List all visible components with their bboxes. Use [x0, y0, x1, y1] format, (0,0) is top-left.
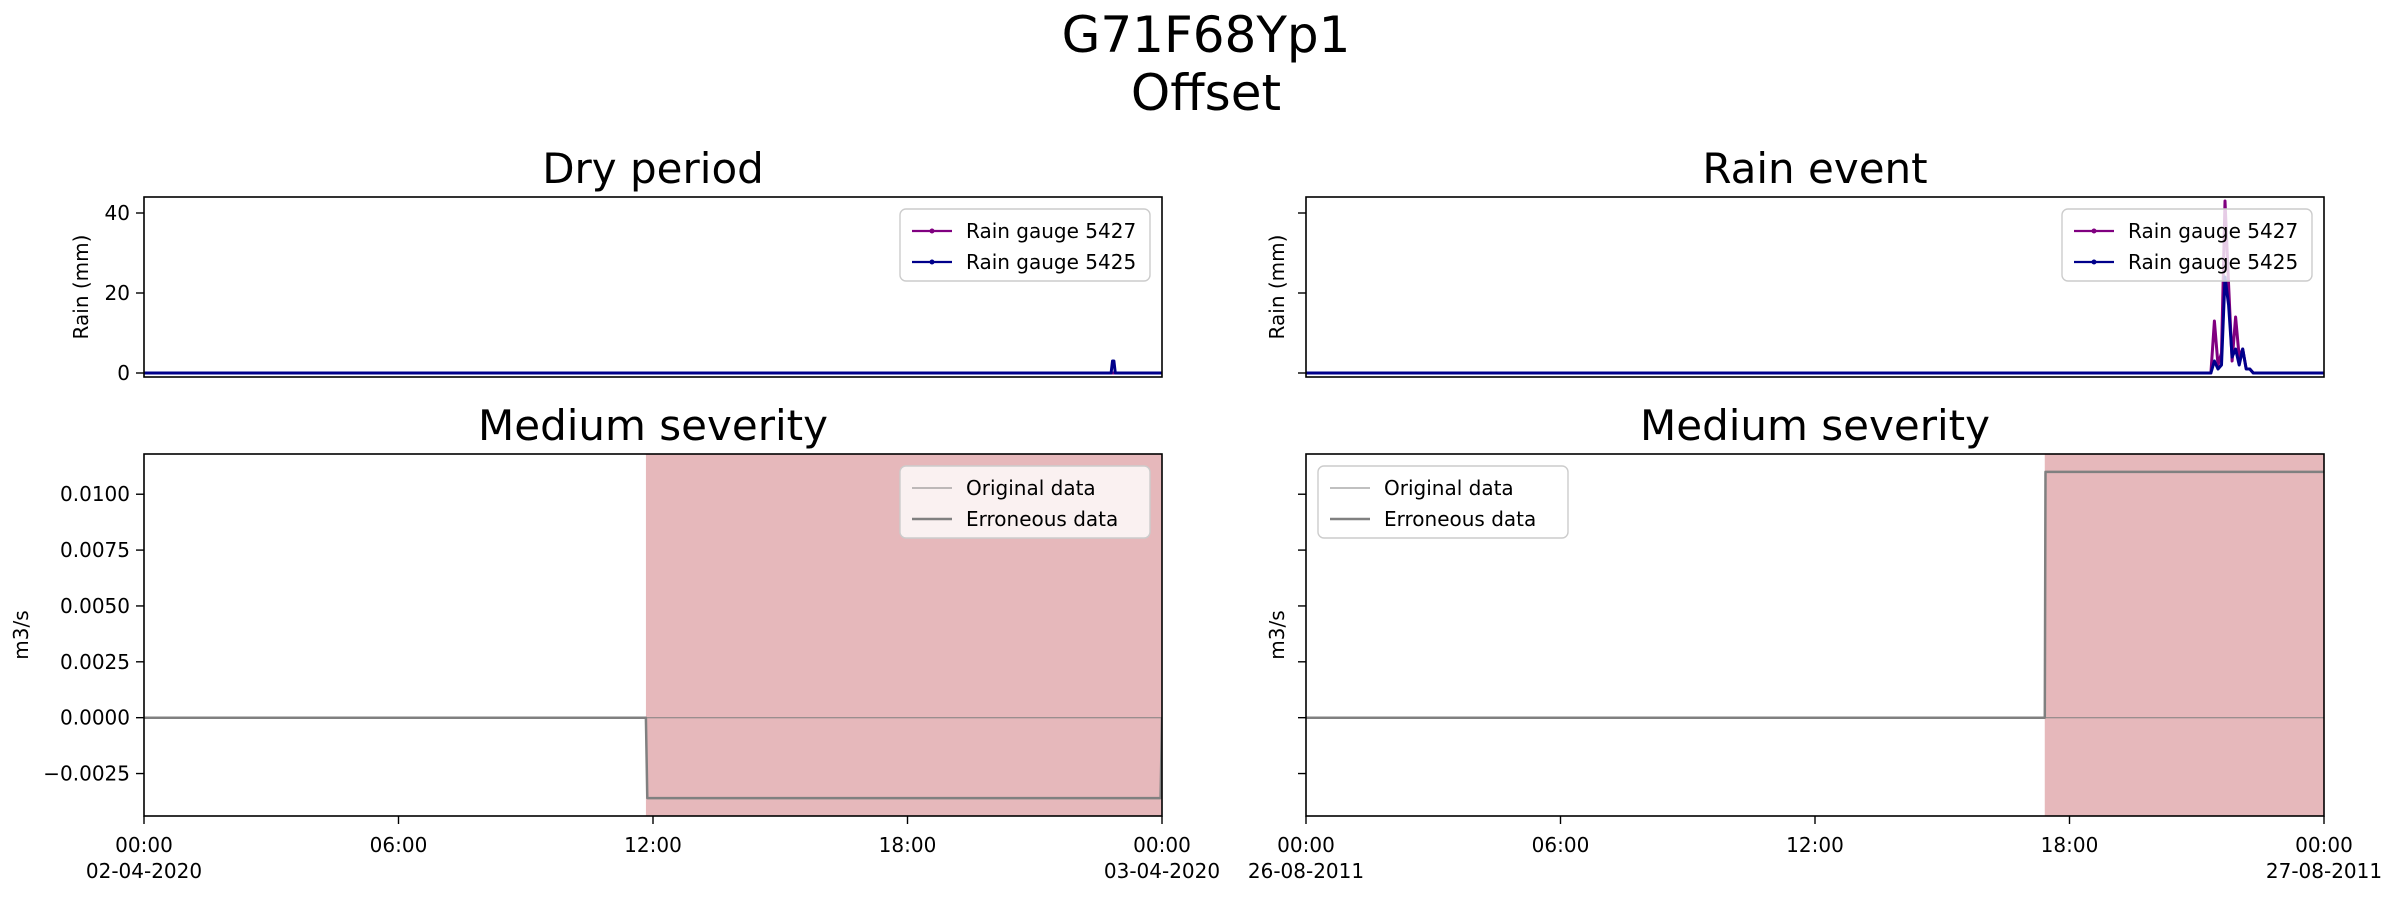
legend: Rain gauge 5427 Rain gauge 5425 [899, 208, 1151, 282]
legend-label: Rain gauge 5425 [2128, 250, 2298, 274]
y-tick-label: 0.0050 [60, 594, 130, 618]
y-axis-label: Rain (mm) [1265, 235, 1289, 340]
y-tick-label: 20 [105, 281, 130, 305]
x-tick-label: 18:00 [2041, 833, 2099, 857]
panel-title: Medium severity [478, 401, 828, 450]
axes-frame [1305, 196, 2325, 378]
series-line [144, 716, 1162, 800]
x-tick-date-label: 26-08-2011 [1248, 859, 1364, 883]
legend-label: Rain gauge 5427 [2128, 219, 2298, 243]
chart-dry-flow: Medium severity −0.0025 0.0000 0.0025 0.0050… [9, 401, 1220, 883]
legend-label: Original data [1384, 476, 1514, 500]
figure-title-line2: Offset [1131, 64, 1281, 122]
legend-marker [2091, 228, 2097, 234]
x-tick-label: 12:00 [624, 833, 682, 857]
legend-marker [2091, 259, 2097, 265]
panel-title: Medium severity [1640, 401, 1990, 450]
legend-marker [929, 259, 935, 265]
axes-frame [143, 196, 1163, 378]
y-tick-label: 0.0000 [60, 706, 130, 730]
x-tick-date-label: 02-04-2020 [86, 859, 202, 883]
legend-label: Rain gauge 5427 [966, 219, 1136, 243]
y-tick-label: 40 [105, 201, 130, 225]
series-line [1306, 470, 2324, 719]
panel-title: Dry period [542, 144, 764, 193]
x-tick-label: 06:00 [1532, 833, 1590, 857]
legend-box [899, 465, 1151, 539]
x-tick-label: 00:00 [115, 833, 173, 857]
x-tick-label: 00:00 [2295, 833, 2353, 857]
figure-title-line1: G71F68Yp1 [1062, 6, 1351, 64]
series-line [1306, 275, 2324, 375]
legend-box [2061, 208, 2313, 282]
x-tick-date-label: 03-04-2020 [1104, 859, 1220, 883]
x-tick-label: 00:00 [1133, 833, 1191, 857]
x-tick-label: 00:00 [1277, 833, 1335, 857]
x-tick-label: 18:00 [879, 833, 937, 857]
legend: Original data Erroneous data [1317, 465, 1569, 539]
x-tick-date-label: 27-08-2011 [2266, 859, 2382, 883]
y-axis-label: Rain (mm) [69, 235, 93, 340]
legend-box [899, 208, 1151, 282]
y-axis-label: m3/s [1265, 610, 1289, 659]
legend-label: Original data [966, 476, 1096, 500]
legend: Original data Erroneous data [899, 465, 1151, 539]
legend-marker [929, 228, 935, 234]
legend-label: Rain gauge 5425 [966, 250, 1136, 274]
y-tick-label: 0.0075 [60, 538, 130, 562]
y-tick-label: 0.0025 [60, 650, 130, 674]
legend-label: Erroneous data [1384, 507, 1536, 531]
legend: Rain gauge 5427 Rain gauge 5425 [2061, 208, 2313, 282]
y-tick-label: 0.0100 [60, 482, 130, 506]
panel-title: Rain event [1702, 144, 1927, 193]
anomaly-region [2044, 454, 2324, 816]
y-axis-label: m3/s [9, 610, 33, 659]
legend-label: Erroneous data [966, 507, 1118, 531]
series-line [144, 359, 1162, 375]
y-tick-label: 0 [117, 361, 130, 385]
x-tick-label: 06:00 [370, 833, 428, 857]
legend-box [1317, 465, 1569, 539]
y-tick-label: −0.0025 [43, 762, 130, 786]
x-tick-label: 12:00 [1786, 833, 1844, 857]
